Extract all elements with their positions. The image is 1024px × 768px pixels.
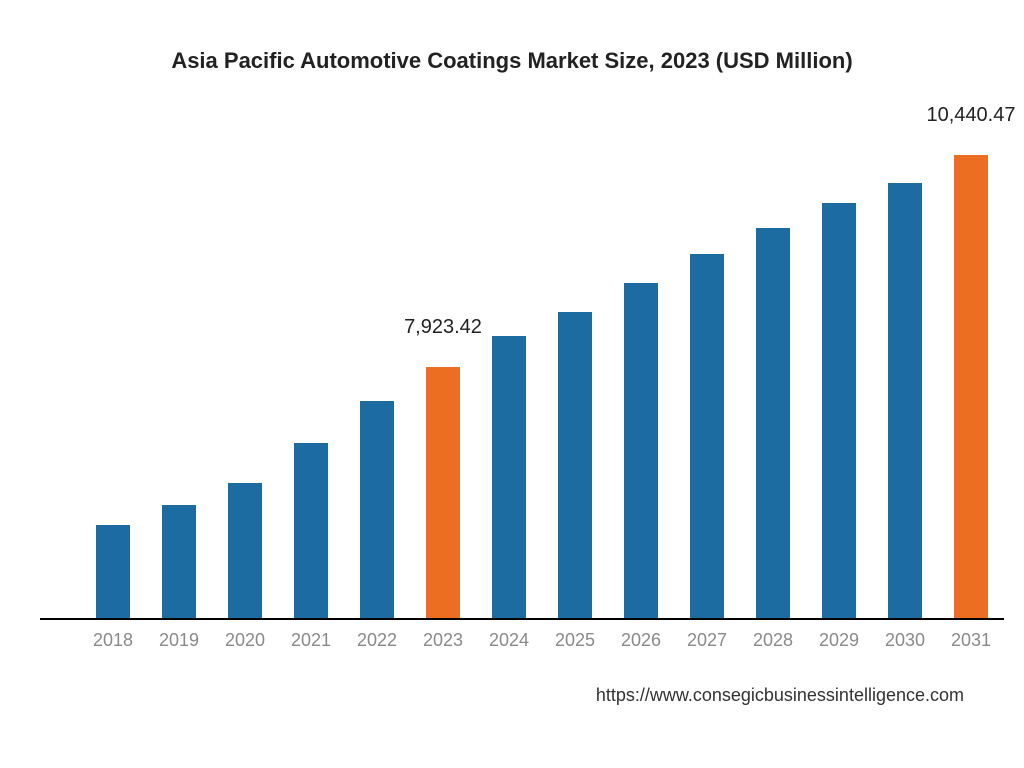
- x-axis-label: 2025: [542, 630, 608, 651]
- bar: [888, 183, 922, 618]
- bar: [96, 525, 130, 618]
- bar: [162, 505, 196, 618]
- footer-source-link: https://www.consegicbusinessintelligence…: [596, 685, 964, 706]
- x-axis-label: 2020: [212, 630, 278, 651]
- x-axis-label: 2019: [146, 630, 212, 651]
- bar-slot: [212, 130, 278, 618]
- x-axis-label: 2026: [608, 630, 674, 651]
- bar-slot: 10,440.47: [938, 130, 1004, 618]
- bar-slot: [344, 130, 410, 618]
- bar-slot: [476, 130, 542, 618]
- bar-slot: [278, 130, 344, 618]
- x-axis-label: 2022: [344, 630, 410, 651]
- x-axis-label: 2030: [872, 630, 938, 651]
- bar-slot: [80, 130, 146, 618]
- bar: [756, 228, 790, 618]
- x-axis-baseline: [40, 618, 1004, 620]
- bar-slot: [674, 130, 740, 618]
- x-axis-label: 2031: [938, 630, 1004, 651]
- bar: [426, 367, 460, 618]
- plot-area: 7,923.42 10,440.47: [80, 130, 1004, 618]
- bar: [492, 336, 526, 618]
- chart-container: Asia Pacific Automotive Coatings Market …: [0, 0, 1024, 768]
- chart-title: Asia Pacific Automotive Coatings Market …: [0, 48, 1024, 74]
- x-axis-label: 2024: [476, 630, 542, 651]
- bar-value-label: 10,440.47: [911, 104, 1024, 127]
- bar: [228, 483, 262, 618]
- bar: [954, 155, 988, 618]
- bar-slot: [608, 130, 674, 618]
- bar-slot: [542, 130, 608, 618]
- x-axis-label: 2029: [806, 630, 872, 651]
- x-axis-label: 2028: [740, 630, 806, 651]
- bar-slot: 7,923.42: [410, 130, 476, 618]
- bar-slot: [146, 130, 212, 618]
- x-axis-label: 2018: [80, 630, 146, 651]
- bar-slot: [872, 130, 938, 618]
- bar: [360, 401, 394, 618]
- bar: [558, 312, 592, 618]
- bar-slot: [806, 130, 872, 618]
- x-axis-labels: 2018201920202021202220232024202520262027…: [80, 630, 1004, 651]
- bar: [690, 254, 724, 618]
- bar: [294, 443, 328, 618]
- x-axis-label: 2021: [278, 630, 344, 651]
- x-axis-label: 2023: [410, 630, 476, 651]
- bar: [822, 203, 856, 618]
- bar-slot: [740, 130, 806, 618]
- bar: [624, 283, 658, 618]
- x-axis-label: 2027: [674, 630, 740, 651]
- bars-group: 7,923.42 10,440.47: [80, 130, 1004, 618]
